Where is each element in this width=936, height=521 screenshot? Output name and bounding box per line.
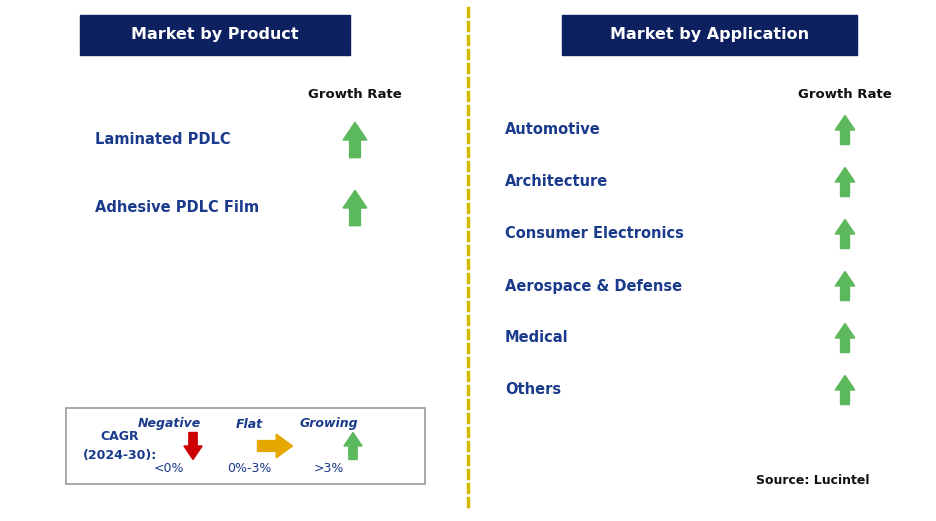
Text: Source: Lucintel: Source: Lucintel: [755, 474, 869, 487]
Text: Market by Application: Market by Application: [609, 28, 809, 43]
Text: Consumer Electronics: Consumer Electronics: [505, 227, 683, 242]
Text: (2024-30):: (2024-30):: [82, 449, 157, 462]
Text: Growing: Growing: [300, 417, 358, 430]
FancyBboxPatch shape: [80, 15, 350, 55]
Polygon shape: [834, 324, 854, 353]
Text: <0%: <0%: [154, 462, 184, 475]
Polygon shape: [834, 376, 854, 405]
Polygon shape: [834, 219, 854, 249]
Text: Adhesive PDLC Film: Adhesive PDLC Film: [95, 201, 259, 216]
Text: Architecture: Architecture: [505, 175, 607, 190]
Text: Laminated PDLC: Laminated PDLC: [95, 132, 230, 147]
Polygon shape: [834, 271, 854, 301]
Polygon shape: [344, 432, 361, 460]
Polygon shape: [343, 190, 367, 226]
Text: 0%-3%: 0%-3%: [227, 462, 271, 475]
Text: Growth Rate: Growth Rate: [308, 89, 402, 102]
Text: Growth Rate: Growth Rate: [797, 89, 891, 102]
Polygon shape: [834, 116, 854, 144]
Text: Negative: Negative: [138, 417, 200, 430]
Text: Market by Product: Market by Product: [131, 28, 299, 43]
FancyBboxPatch shape: [562, 15, 856, 55]
Text: CAGR: CAGR: [100, 430, 139, 443]
Text: Automotive: Automotive: [505, 122, 600, 138]
Text: >3%: >3%: [314, 462, 344, 475]
Text: Aerospace & Defense: Aerospace & Defense: [505, 279, 681, 293]
FancyBboxPatch shape: [66, 408, 425, 484]
Polygon shape: [183, 432, 202, 460]
Polygon shape: [343, 122, 367, 158]
Text: Others: Others: [505, 382, 561, 398]
Polygon shape: [834, 167, 854, 196]
Text: Medical: Medical: [505, 330, 568, 345]
Polygon shape: [257, 434, 292, 458]
Text: Flat: Flat: [235, 417, 262, 430]
